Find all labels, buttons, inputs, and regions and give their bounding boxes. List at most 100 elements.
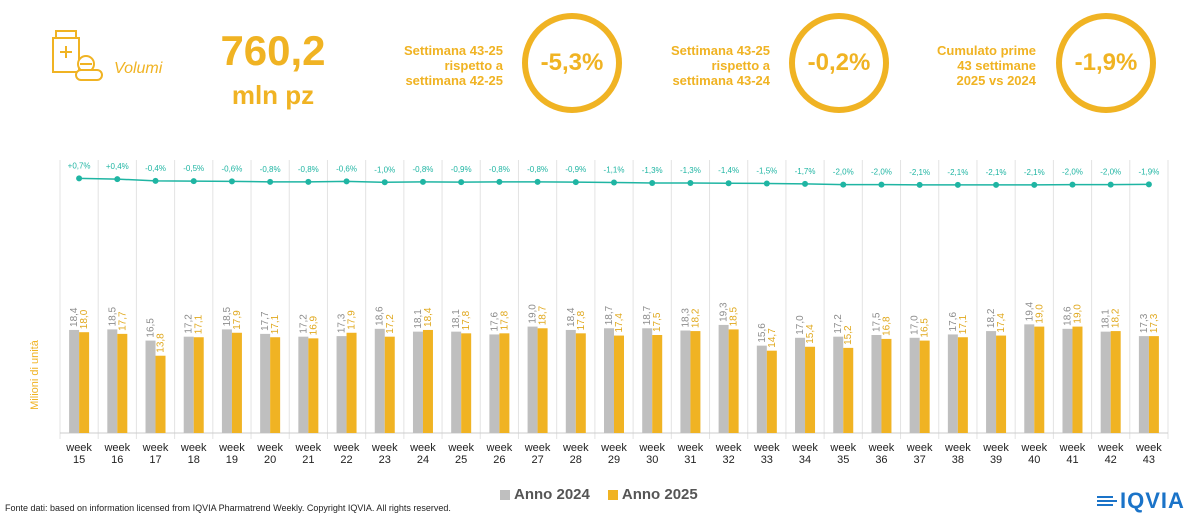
cumulative-change-point <box>802 180 809 187</box>
bar-label-2025: 13,8 <box>156 333 167 353</box>
source-footnote: Fonte dati: based on information license… <box>5 503 451 513</box>
bar-2024 <box>412 331 423 433</box>
x-tick-label: week 28 <box>562 442 589 466</box>
bar-2024 <box>909 337 920 433</box>
cumulative-change-label: -1,3% <box>680 166 701 175</box>
bar-2025 <box>537 328 548 433</box>
bar-label-2024: 18,1 <box>1101 309 1112 329</box>
volume-label: Volumi <box>114 60 163 77</box>
bar-2024 <box>718 324 729 433</box>
cumulative-change-label: -2,0% <box>1100 168 1121 177</box>
bar-2025 <box>728 329 739 433</box>
cumulative-change-label: -1,5% <box>756 166 777 175</box>
cumulative-change-point <box>725 180 732 187</box>
bar-label-2025: 17,1 <box>194 314 205 334</box>
cumulative-change-point <box>381 179 388 186</box>
bar-label-2024: 17,6 <box>948 312 959 332</box>
x-tick-label: week 21 <box>295 442 322 466</box>
bar-label-2025: 18,0 <box>79 309 90 329</box>
cumulative-change-point <box>916 181 923 188</box>
cumulative-change-label: -2,1% <box>986 168 1007 177</box>
bar-2025 <box>996 335 1007 433</box>
bar-label-2025: 15,4 <box>805 324 816 344</box>
bar-2025 <box>155 355 166 433</box>
metric-weekly-line-3: settimana 42-25 <box>405 73 503 88</box>
bar-label-2025: 16,5 <box>920 318 931 338</box>
bar-2025 <box>575 333 586 433</box>
cumulative-change-label: -2,1% <box>1024 168 1045 177</box>
cumulative-change-label: -1,1% <box>604 166 625 175</box>
bar-2024 <box>680 330 691 433</box>
cumulative-change-label: -0,4% <box>145 164 166 173</box>
bar-2025 <box>881 338 892 433</box>
cumulative-change-label: -0,9% <box>451 165 472 174</box>
metric-cumulative-circle: -1,9% <box>1056 13 1156 113</box>
cumulative-change-point <box>76 175 83 182</box>
bar-label-2025: 17,3 <box>1149 313 1160 333</box>
cumulative-change-point <box>840 181 847 188</box>
bar-label-2024: 17,2 <box>184 314 195 334</box>
bar-2024 <box>221 329 232 433</box>
bar-2024 <box>336 336 347 433</box>
bar-label-2025: 17,1 <box>270 314 281 334</box>
bar-label-2024: 17,5 <box>871 312 882 332</box>
cumulative-change-label: -1,9% <box>1138 167 1159 176</box>
bar-2025 <box>919 340 930 433</box>
bar-label-2025: 18,5 <box>729 306 740 326</box>
bar-label-2024: 17,6 <box>489 312 500 332</box>
bar-label-2024: 17,0 <box>910 315 921 335</box>
bar-2025 <box>805 346 816 433</box>
bar-label-2024: 17,2 <box>298 314 309 334</box>
bar-label-2025: 17,2 <box>385 314 396 334</box>
cumulative-change-label: -2,0% <box>1062 168 1083 177</box>
bar-label-2024: 15,6 <box>757 323 768 343</box>
bar-2024 <box>145 340 156 433</box>
cumulative-change-label: -1,4% <box>718 166 739 175</box>
metric-cumulative-line-3: 2025 vs 2024 <box>956 73 1036 88</box>
cumulative-change-point <box>114 176 121 183</box>
bar-label-2025: 17,8 <box>576 310 587 330</box>
legend-swatch-2025 <box>607 489 618 500</box>
bar-2024 <box>527 326 538 433</box>
cumulative-change-point <box>1145 181 1152 188</box>
metric-yoy-label: Settimana 43-25 rispetto a settimana 43-… <box>610 43 770 88</box>
x-tick-label: week 17 <box>142 442 169 466</box>
x-tick-label: week 41 <box>1059 442 1086 466</box>
iqvia-logo: IQVIA <box>1097 488 1185 514</box>
y-axis-label: Milioni di unità <box>29 339 41 410</box>
bar-label-2024: 17,7 <box>260 311 271 331</box>
x-tick-label: week 26 <box>486 442 513 466</box>
cumulative-change-label: -0,5% <box>183 164 204 173</box>
cumulative-change-label: -0,8% <box>413 165 434 174</box>
metric-yoy-line-3: settimana 43-24 <box>672 73 770 88</box>
x-tick-label: week 38 <box>944 442 971 466</box>
logo-text: IQVIA <box>1120 488 1185 513</box>
legend-item-2024: Anno 2024 <box>500 486 590 503</box>
bar-2025 <box>652 335 663 433</box>
bar-label-2025: 16,9 <box>308 315 319 335</box>
cumulative-change-point <box>228 178 235 185</box>
cumulative-change-point <box>419 178 426 185</box>
bar-label-2025: 17,5 <box>652 312 663 332</box>
bar-2025 <box>690 331 701 433</box>
metric-weekly-label: Settimana 43-25 rispetto a settimana 42-… <box>343 43 503 88</box>
bar-label-2024: 18,6 <box>375 306 386 326</box>
x-tick-label: week 15 <box>65 442 92 466</box>
cumulative-change-label: -1,3% <box>642 166 663 175</box>
bar-2025 <box>461 333 472 433</box>
bar-2025 <box>308 338 319 433</box>
bar-label-2025: 15,2 <box>843 325 854 345</box>
bar-label-2024: 19,3 <box>719 302 730 322</box>
cumulative-change-label: -0,8% <box>527 165 548 174</box>
bar-2024 <box>260 333 271 433</box>
x-tick-label: week 42 <box>1097 442 1124 466</box>
cumulative-change-point <box>496 178 503 185</box>
bar-2025 <box>614 335 624 433</box>
cumulative-change-point <box>267 178 274 185</box>
weekly-volume-chart: Milioni di unità +0,7% +0,4% -0,4% -0,5% -0,… <box>29 160 1169 466</box>
bar-2025 <box>193 337 204 433</box>
cumulative-change-point <box>993 181 1000 188</box>
cumulative-change-label: -0,8% <box>298 165 319 174</box>
bar-2025 <box>384 336 395 433</box>
bar-label-2025: 16,8 <box>881 316 892 336</box>
